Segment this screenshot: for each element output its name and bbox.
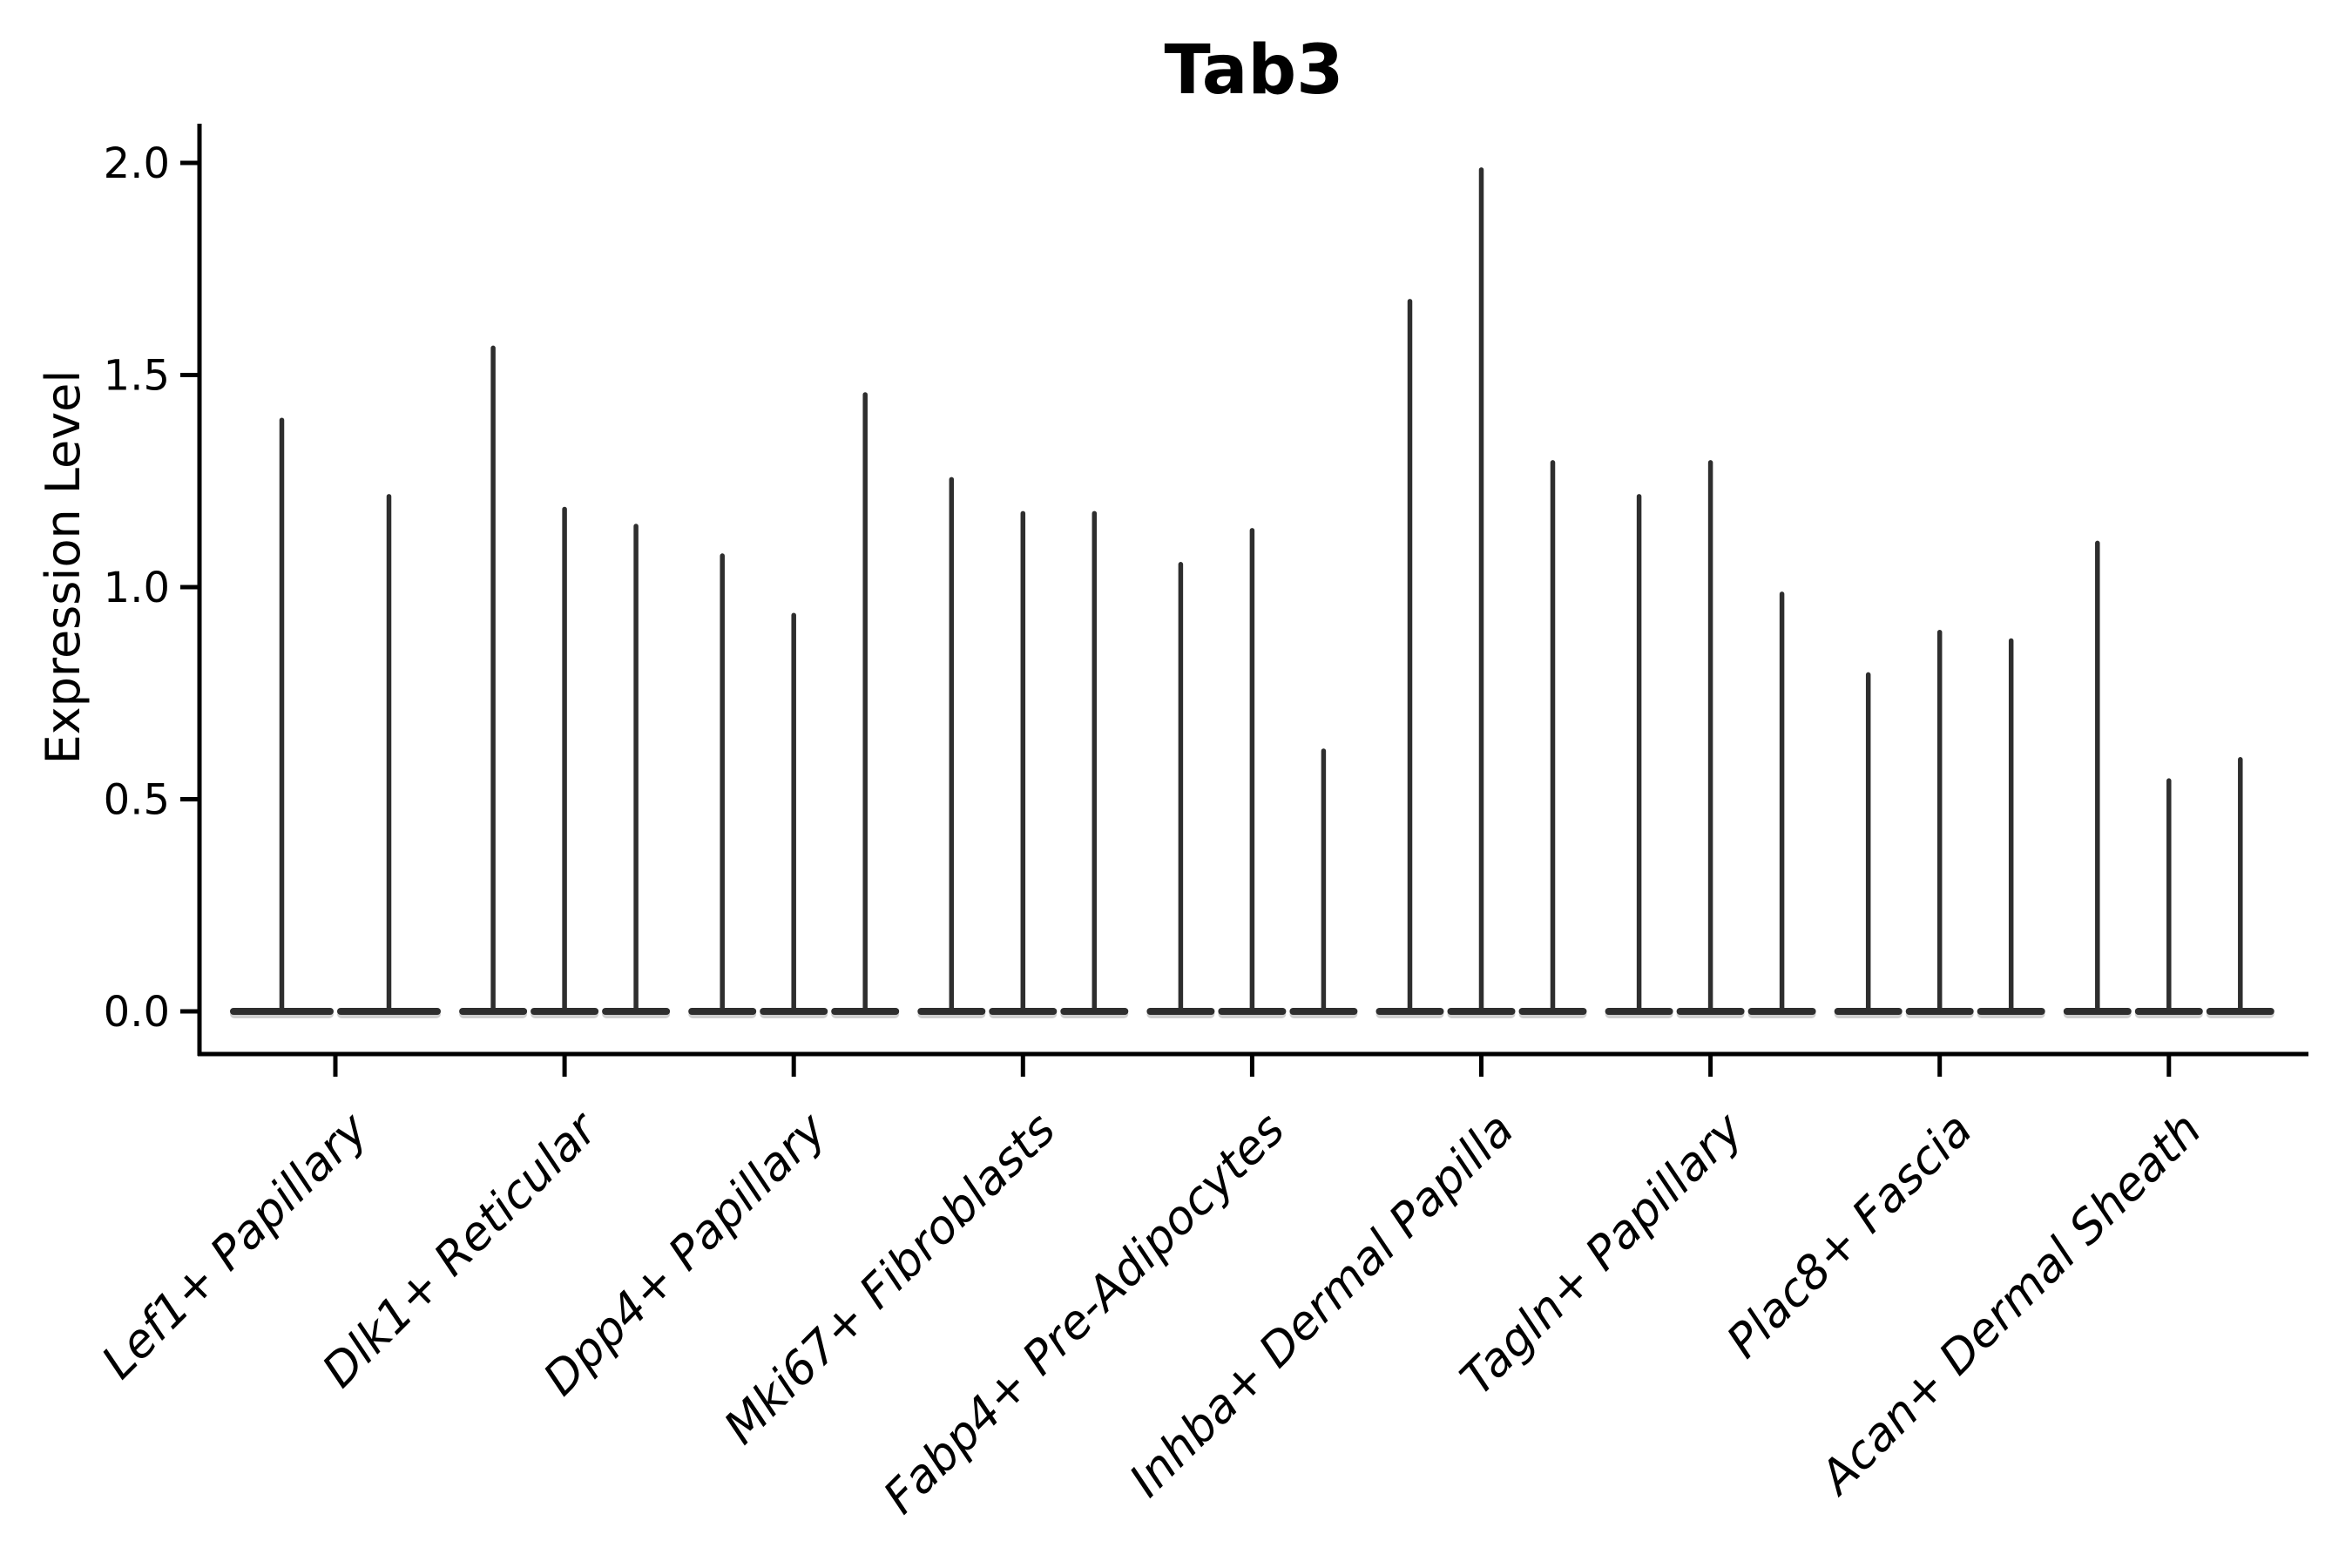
y-tick-label: 0.5 [104,775,170,824]
x-tick-label: Acan+ Dermal Sheath [1808,1103,2212,1506]
chart-title: Tab3 [1164,31,1344,110]
x-tick-label: Inhba+ Dermal Papilla [1119,1103,1524,1507]
y-tick-label: 1.5 [104,351,170,400]
x-tick-label: Plac8+ Fascia [1717,1103,1983,1369]
y-tick-label: 0.0 [104,988,170,1037]
x-tick-label: Fabp4+ Pre-Adipocytes [874,1103,1295,1524]
y-tick-label: 1.0 [104,564,170,612]
y-tick-label: 2.0 [104,139,170,188]
